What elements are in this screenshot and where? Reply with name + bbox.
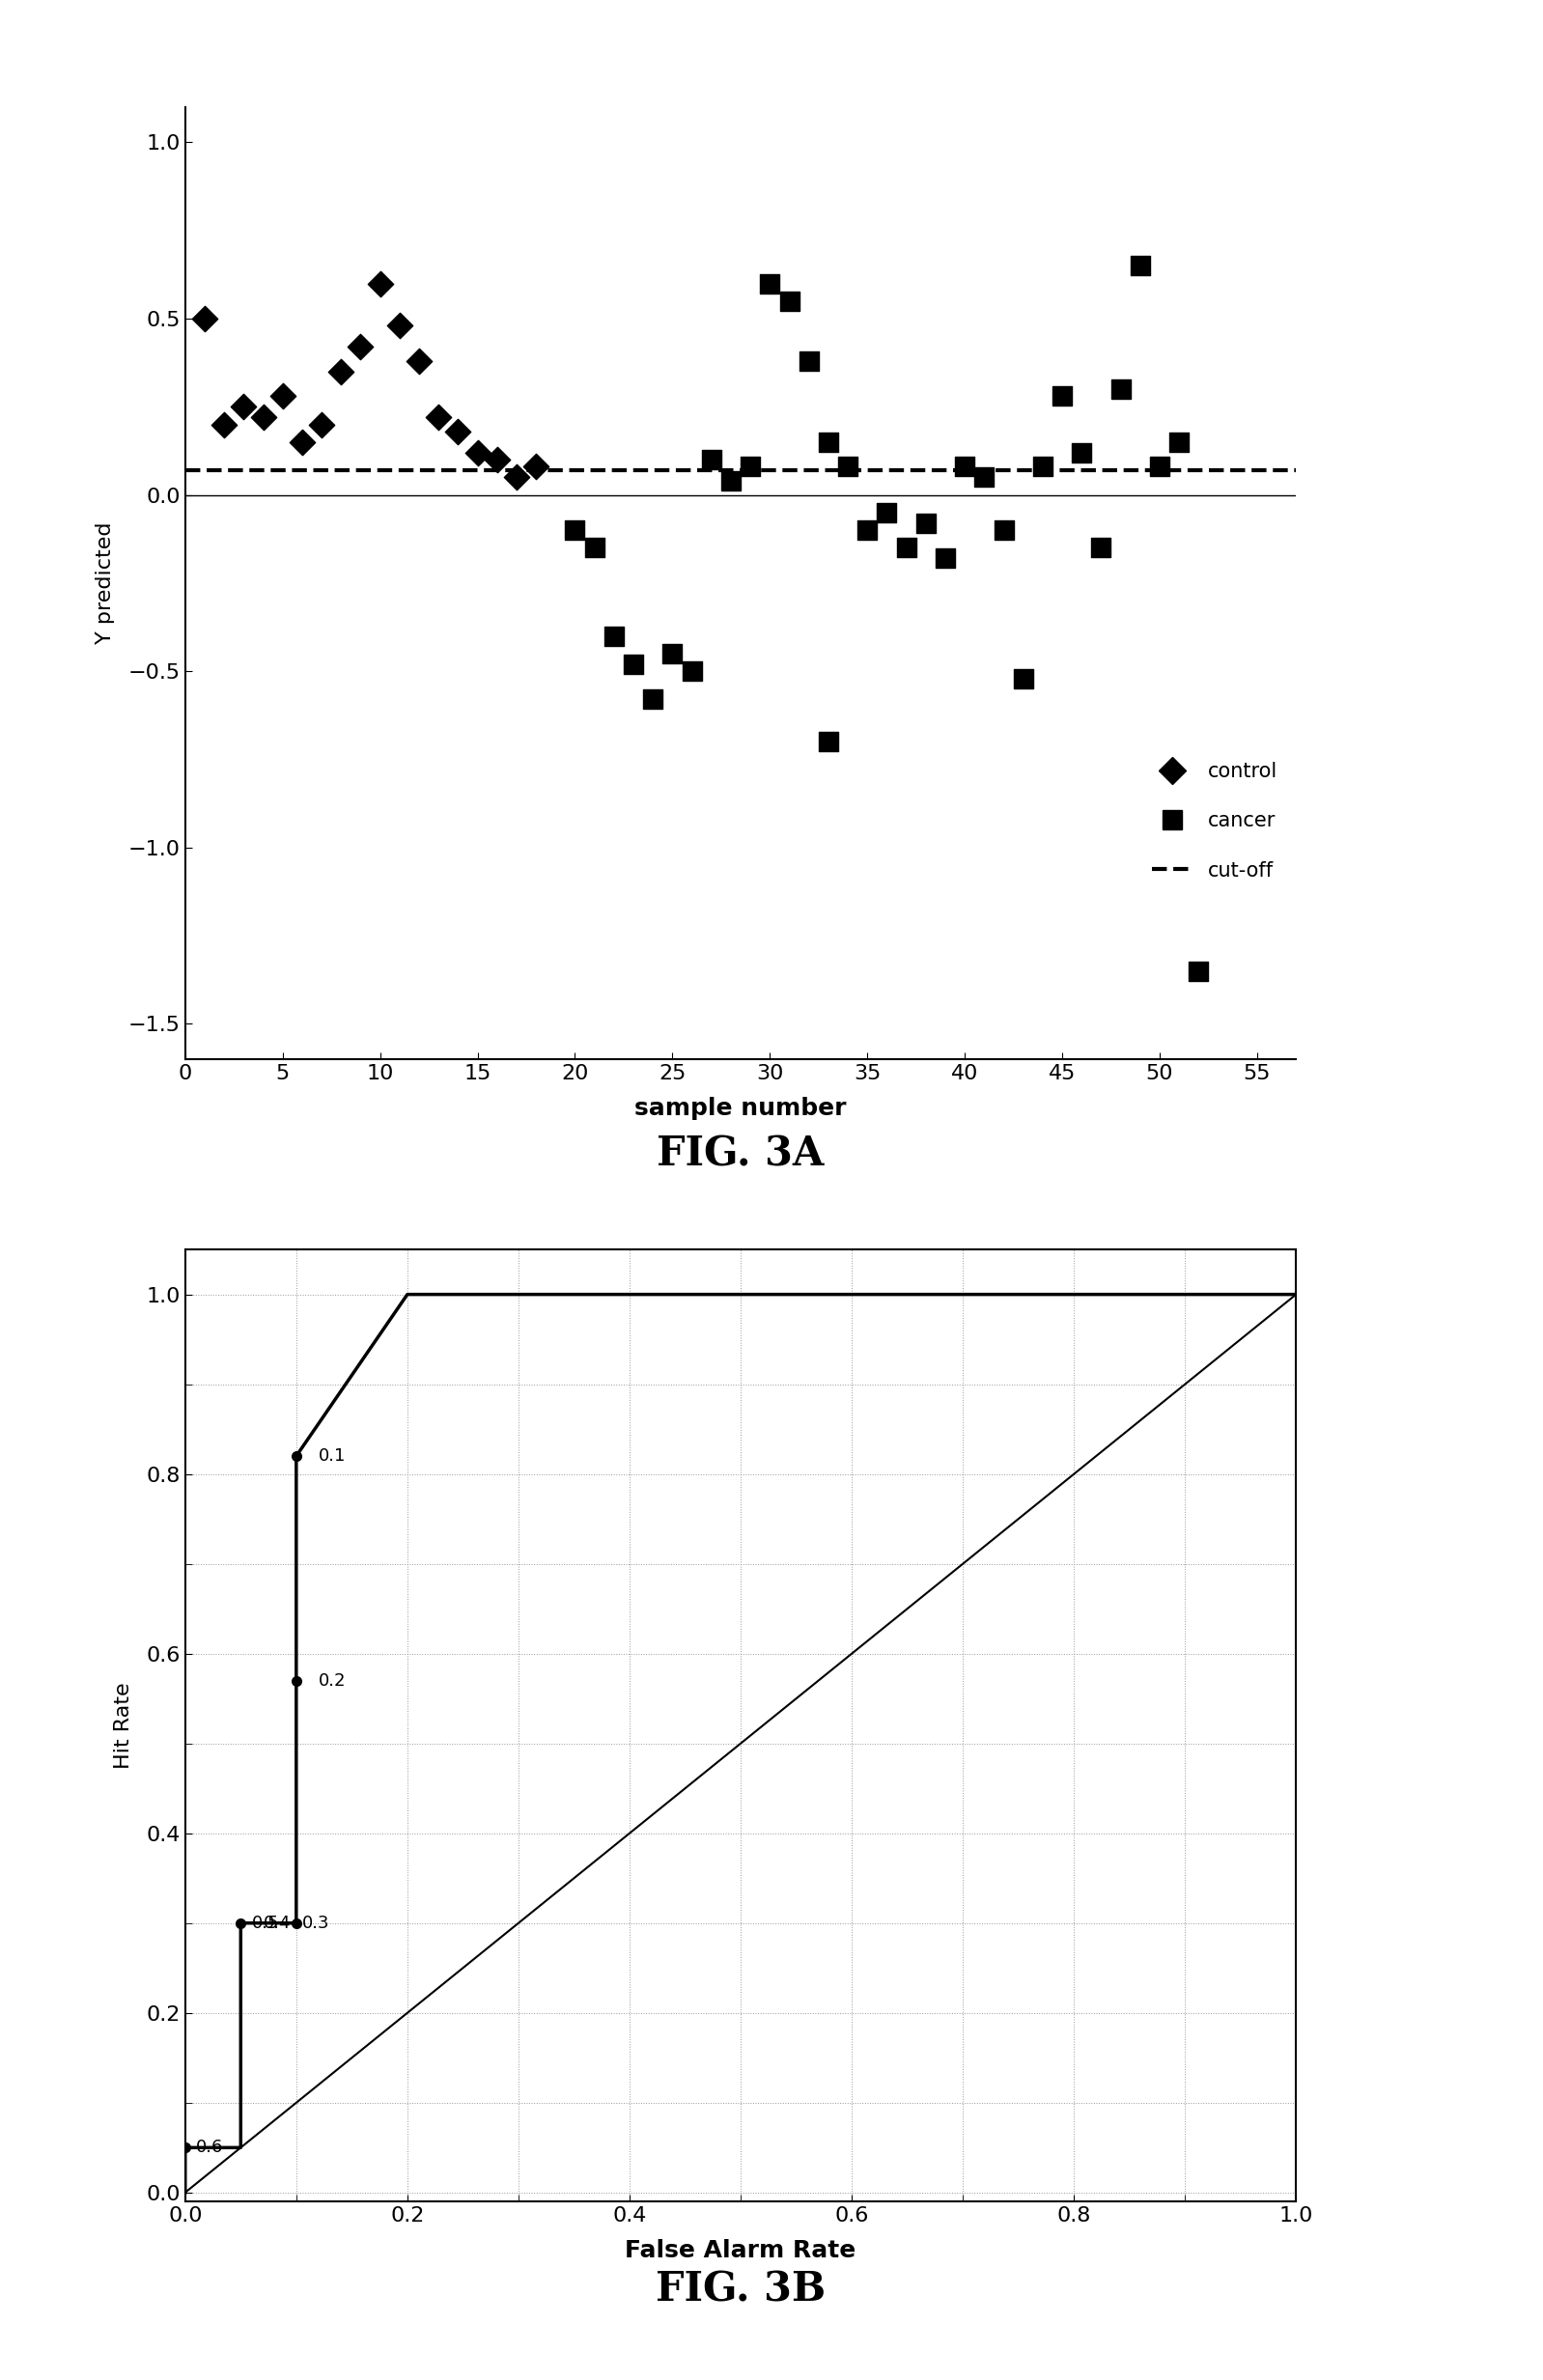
Point bbox=[329, 352, 353, 390]
Text: FIG. 3A: FIG. 3A bbox=[657, 1133, 824, 1176]
Point bbox=[407, 343, 432, 381]
Text: 0.6: 0.6 bbox=[196, 2140, 224, 2156]
Point bbox=[1108, 371, 1133, 409]
Point bbox=[1049, 376, 1074, 414]
Point bbox=[582, 528, 606, 566]
Point bbox=[679, 652, 704, 690]
Point bbox=[523, 447, 548, 486]
Point bbox=[485, 440, 509, 478]
Text: 0.2: 0.2 bbox=[318, 1671, 346, 1690]
Text: 0.3: 0.3 bbox=[302, 1914, 329, 1933]
Point bbox=[1167, 424, 1191, 462]
Point bbox=[1128, 248, 1153, 286]
Point bbox=[796, 343, 821, 381]
Point bbox=[252, 397, 276, 436]
Point bbox=[778, 281, 802, 319]
Point bbox=[816, 724, 841, 762]
Text: 0.5: 0.5 bbox=[252, 1914, 279, 1933]
Point bbox=[290, 424, 315, 462]
Point bbox=[952, 447, 977, 486]
X-axis label: sample number: sample number bbox=[634, 1097, 847, 1119]
Point bbox=[738, 447, 762, 486]
Point bbox=[193, 300, 218, 338]
X-axis label: False Alarm Rate: False Alarm Rate bbox=[625, 2240, 856, 2261]
Point bbox=[563, 512, 588, 550]
Text: 0.4: 0.4 bbox=[264, 1914, 290, 1933]
Point bbox=[602, 616, 626, 655]
Point bbox=[699, 440, 724, 478]
Point bbox=[758, 264, 782, 302]
Point bbox=[972, 459, 997, 497]
Point bbox=[622, 645, 647, 683]
Point bbox=[426, 397, 451, 436]
Point bbox=[349, 328, 373, 367]
Point bbox=[992, 512, 1017, 550]
Text: FIG. 3B: FIG. 3B bbox=[656, 2268, 826, 2311]
Point bbox=[934, 540, 958, 578]
Point bbox=[505, 459, 529, 497]
Point bbox=[464, 433, 489, 471]
Point bbox=[893, 528, 918, 566]
Point bbox=[660, 635, 685, 674]
Point bbox=[1089, 528, 1114, 566]
Point bbox=[387, 307, 412, 345]
Point bbox=[1031, 447, 1055, 486]
Point bbox=[309, 405, 333, 443]
Point bbox=[719, 462, 744, 500]
Point bbox=[835, 447, 859, 486]
Point bbox=[640, 681, 665, 719]
Point bbox=[816, 424, 841, 462]
Point bbox=[231, 388, 256, 426]
Point bbox=[1011, 659, 1035, 697]
Point bbox=[270, 376, 295, 414]
Y-axis label: Y predicted: Y predicted bbox=[96, 521, 114, 645]
Text: 0.1: 0.1 bbox=[318, 1447, 346, 1464]
Point bbox=[1187, 952, 1211, 990]
Point bbox=[1069, 433, 1094, 471]
Point bbox=[446, 412, 471, 450]
Point bbox=[367, 264, 392, 302]
Legend: control, cancer, cut-off: control, cancer, cut-off bbox=[1143, 754, 1285, 888]
Point bbox=[1148, 447, 1173, 486]
Point bbox=[913, 505, 938, 543]
Point bbox=[875, 493, 900, 531]
Point bbox=[855, 512, 880, 550]
Point bbox=[211, 405, 236, 443]
Y-axis label: Hit Rate: Hit Rate bbox=[114, 1683, 133, 1768]
